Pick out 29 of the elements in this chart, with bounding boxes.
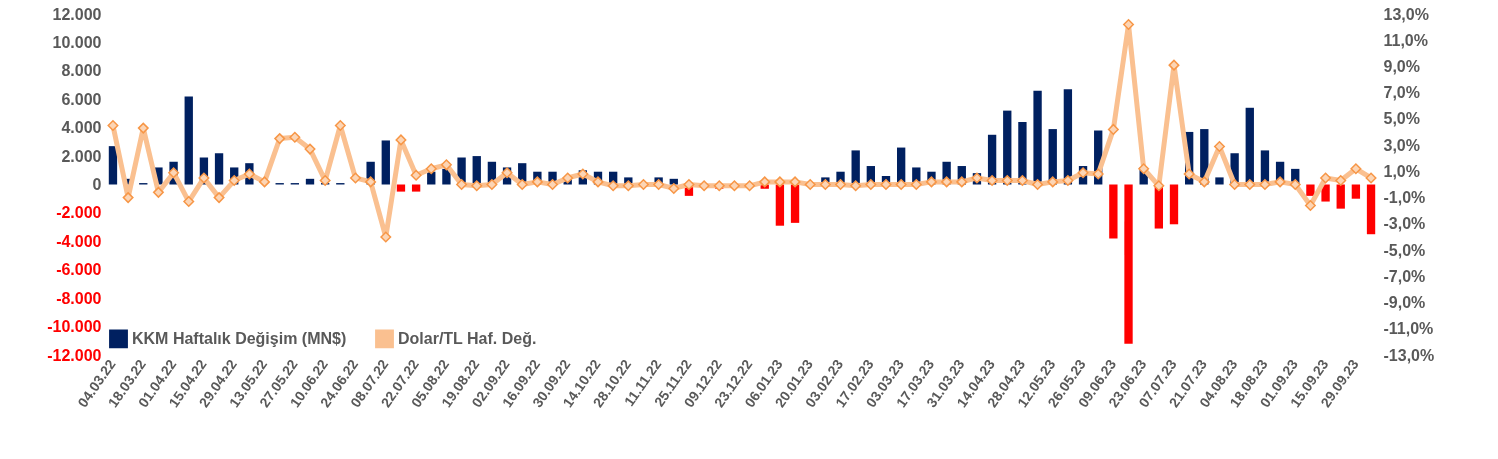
y2-tick-label: 1,0% xyxy=(1383,162,1420,180)
y-tick-label: 6.000 xyxy=(61,90,102,108)
y2-tick-label: 5,0% xyxy=(1383,110,1420,128)
y2-tick-label: -13,0% xyxy=(1383,346,1435,364)
y-tick-label: -6.000 xyxy=(56,261,102,279)
y2-tick-label: 11,0% xyxy=(1383,31,1428,49)
y-tick-label: -12.000 xyxy=(47,346,102,364)
y2-tick-label: 13,0% xyxy=(1383,5,1429,23)
y-tick-label: -8.000 xyxy=(56,289,102,307)
y2-tick-label: -11,0% xyxy=(1383,320,1434,338)
y-tick-label: 12.000 xyxy=(52,5,102,23)
legend-label: KKM Haftalık Değişim (MN$) xyxy=(132,329,347,347)
legend-label: Dolar/TL Haf. Değ. xyxy=(398,329,537,347)
y-tick-label: 10.000 xyxy=(52,33,102,51)
y2-tick-label: 3,0% xyxy=(1383,136,1420,154)
y-tick-label: 4.000 xyxy=(61,119,102,137)
y2-tick-label: -9,0% xyxy=(1383,294,1426,312)
y2-tick-label: -5,0% xyxy=(1383,241,1426,259)
y-tick-label: -2.000 xyxy=(56,204,102,222)
y-tick-label: -4.000 xyxy=(56,232,102,250)
y-tick-label: -10.000 xyxy=(47,318,102,336)
y2-tick-label: -3,0% xyxy=(1383,215,1426,233)
y2-tick-label: 7,0% xyxy=(1383,84,1420,102)
y2-tick-label: 9,0% xyxy=(1383,57,1420,75)
y-tick-label: 0 xyxy=(92,176,102,193)
y2-tick-label: -1,0% xyxy=(1383,189,1426,207)
y-tick-label: 2.000 xyxy=(61,147,102,165)
y2-tick-label: -7,0% xyxy=(1383,267,1426,285)
y-tick-label: 8.000 xyxy=(61,62,102,80)
